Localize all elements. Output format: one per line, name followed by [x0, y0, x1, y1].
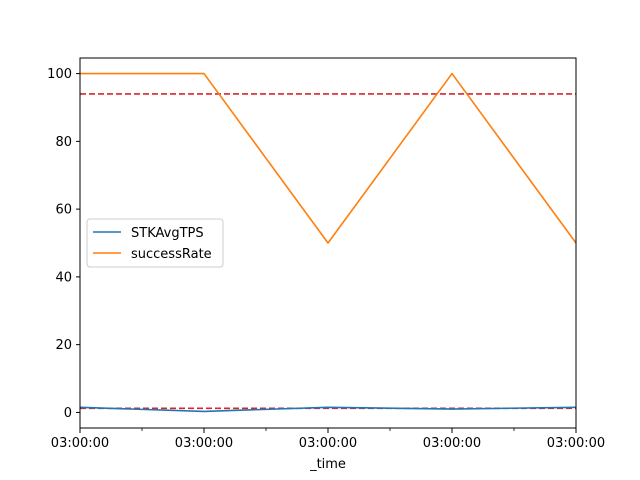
- legend-label-successRate: successRate: [131, 247, 212, 262]
- x-tick-label-2: 03:00:00: [299, 436, 357, 451]
- y-tick-label-3: 60: [55, 203, 72, 218]
- x-tick-label-0: 03:00:00: [51, 436, 109, 451]
- axes: 0 20 40 60 80 100 03:00:00 03:00:00 03:00:00 03:0…: [47, 57, 605, 451]
- legend-label-STKAvgTPS: STKAvgTPS: [131, 226, 204, 241]
- legend-box: [86, 218, 224, 268]
- y-tick-label-0: 0: [64, 406, 72, 421]
- x-tick-label-4: 03:00:00: [547, 436, 605, 451]
- plot-area: [79, 72, 577, 413]
- y-tick-label-5: 100: [47, 67, 72, 82]
- legend: STKAvgTPS successRate: [86, 218, 224, 268]
- y-tick-label-4: 80: [55, 135, 72, 150]
- y-tick-label-1: 20: [55, 338, 72, 353]
- y-tick-label-2: 40: [55, 270, 72, 285]
- series-line-successRate: [80, 72, 577, 244]
- series-line-STKAvgTPS: [79, 406, 577, 413]
- x-tick-label-1: 03:00:00: [175, 436, 233, 451]
- x-axis-label: _time: [309, 457, 346, 472]
- x-tick-label-3: 03:00:00: [423, 436, 481, 451]
